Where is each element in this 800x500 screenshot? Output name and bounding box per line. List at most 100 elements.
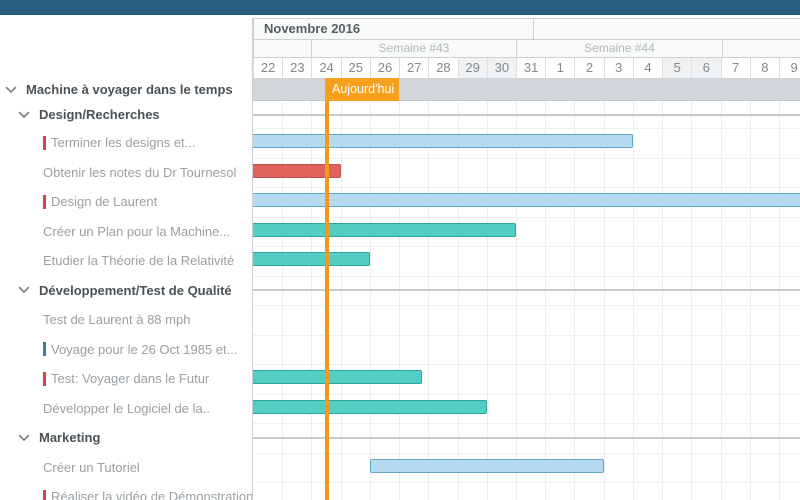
day-header-cell[interactable]: 1 [545,58,575,78]
row-gridline [253,452,800,454]
week-header-cell[interactable] [253,40,311,58]
red-flag-marker [43,135,46,150]
day-header-cell[interactable]: 31 [515,58,546,78]
day-header-cell[interactable]: 6 [691,58,721,78]
day-gridline [515,101,517,500]
chevron-down-icon[interactable] [18,111,30,119]
day-header-cell[interactable]: 8 [749,58,779,78]
day-header-cell[interactable]: 24 [311,58,341,78]
task-label: Développer le Logiciel de la.. [43,400,210,416]
row-gridline [253,246,800,247]
gantt-bar-teal[interactable] [253,222,516,237]
sidebar-row-task[interactable]: Voyage pour le 26 Oct 1985 et... [0,335,253,365]
day-gridline [428,101,430,500]
gantt-bar-teal[interactable] [253,370,423,385]
sidebar-row-group[interactable]: Marketing [0,423,253,453]
gantt-bar-blue[interactable] [369,458,604,473]
row-gridline [253,216,800,218]
red-flag-marker [43,371,46,386]
day-header-cell[interactable]: 4 [632,58,663,78]
day-gridline [399,101,401,500]
group-separator-line [253,436,800,439]
project-label: Machine à voyager dans le temps [26,82,233,97]
sidebar-row-task[interactable]: Etudier la Théorie de la Relativité [0,246,253,276]
chevron-down-icon[interactable] [18,434,30,442]
day-gridline [574,101,576,500]
day-header-cell[interactable]: 5 [662,58,692,78]
group-label: Marketing [39,430,101,446]
task-label: Test: Voyager dans le Futur [51,371,210,387]
day-gridline [282,101,284,500]
top-navigation-bar [0,0,800,15]
today-label: Aujourd'hui [325,78,399,101]
sidebar-row-task[interactable]: Créer un Plan pour la Machine... [0,217,253,247]
sidebar-row-task[interactable]: Créer un Tutoriel [0,453,253,483]
day-gridline [603,101,605,500]
week-header-cell[interactable] [722,40,800,58]
gantt-bar-teal[interactable] [253,399,487,414]
row-gridline [253,393,800,395]
day-gridline [720,101,722,500]
row-gridline [253,482,800,483]
red-flag-marker [43,194,46,209]
day-gridline [749,101,751,500]
gantt-bar-blue[interactable] [253,134,633,149]
day-header-cell[interactable]: 29 [457,58,487,78]
sidebar-row-task[interactable]: Test: Voyager dans le Futur [0,364,253,394]
task-label: Design de Laurent [51,194,158,210]
sidebar-row-task[interactable]: Réaliser la vidéo de Démonstration [0,482,253,500]
row-gridline [253,275,800,277]
task-label: Terminer les designs et... [51,135,196,151]
gantt-bar-teal[interactable] [253,252,370,267]
sidebar-row-project[interactable]: Machine à voyager dans le temps [0,78,253,101]
sidebar-row-task[interactable]: Design de Laurent [0,187,253,217]
row-gridline [253,423,800,424]
day-gridline [632,101,634,500]
day-header-cell[interactable]: 30 [486,58,516,78]
day-gridline [778,101,780,500]
sidebar-row-task[interactable]: Test de Laurent à 88 mph [0,305,253,335]
row-gridline [253,305,800,306]
week-header-cell[interactable]: Semaine #44 [516,40,722,58]
task-label: Créer un Tutoriel [43,459,140,475]
chevron-down-icon[interactable] [18,286,30,294]
day-header-cell[interactable]: 25 [340,58,370,78]
task-label: Test de Laurent à 88 mph [43,312,191,328]
row-gridline [253,157,800,159]
row-gridline [253,364,800,365]
chevron-down-icon[interactable] [5,86,17,94]
month-header-cell[interactable] [533,18,800,40]
gantt-bar-blue[interactable] [253,193,800,208]
day-header-cell[interactable]: 3 [603,58,633,78]
row-gridline [253,128,800,129]
day-gridline [545,101,547,500]
day-header-cell[interactable]: 22 [253,58,283,78]
task-label: Créer un Plan pour la Machine... [43,223,231,239]
day-gridline [457,101,459,500]
gantt-bar-red[interactable] [253,163,341,178]
month-header-cell[interactable]: Novembre 2016 [253,18,533,40]
sidebar-row-task[interactable]: Développer le Logiciel de la.. [0,394,253,424]
day-gridline [311,101,313,500]
sidebar-row-task[interactable]: Obtenir les notes du Dr Tournesol [0,158,253,188]
chart-left-border [252,18,253,500]
group-label: Développement/Test de Qualité [39,282,232,298]
sidebar-row-group[interactable]: Design/Recherches [0,101,253,128]
group-label: Design/Recherches [39,107,160,122]
red-flag-marker [43,489,46,500]
day-header-cell[interactable]: 7 [720,58,750,78]
day-header-cell[interactable]: 26 [369,58,400,78]
day-gridline [369,101,371,500]
sidebar-row-group[interactable]: Développement/Test de Qualité [0,276,253,306]
day-header-cell[interactable]: 27 [399,58,429,78]
day-header-cell[interactable]: 9 [778,58,800,78]
day-header-cell[interactable]: 2 [574,58,604,78]
task-label: Réaliser la vidéo de Démonstration [51,489,253,500]
day-header-cell[interactable]: 23 [282,58,312,78]
day-header-cell[interactable]: 28 [428,58,458,78]
day-gridline [691,101,693,500]
group-separator-line [253,289,800,292]
week-header-cell[interactable]: Semaine #43 [311,40,516,58]
sidebar-row-task[interactable]: Terminer les designs et... [0,128,253,158]
